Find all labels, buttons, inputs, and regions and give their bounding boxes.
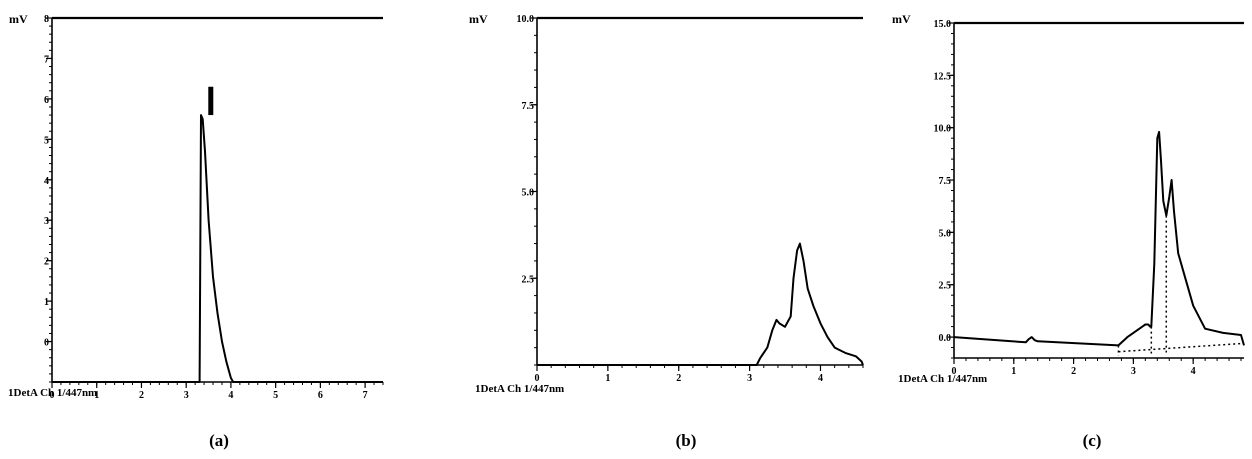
panel-label: (c) bbox=[1083, 431, 1102, 450]
y-tick-label: 2 bbox=[44, 257, 49, 268]
panel-label: (b) bbox=[676, 431, 697, 450]
y-tick-label: 5.0 bbox=[939, 228, 952, 239]
x-axis-label: 1DetA Ch 1/447nm bbox=[8, 387, 97, 399]
x-tick-label: 0 bbox=[50, 390, 55, 401]
y-tick-label: 7 bbox=[44, 54, 49, 65]
x-tick-label: 2 bbox=[676, 373, 681, 384]
panel-label: (a) bbox=[209, 431, 229, 450]
y-tick-label: 7.5 bbox=[522, 101, 535, 112]
x-axis-label: 1DetA Ch 1/447nm bbox=[898, 373, 987, 385]
x-tick-label: 3 bbox=[1131, 366, 1136, 377]
x-tick-label: 1 bbox=[605, 373, 610, 384]
x-tick-label: 2 bbox=[1071, 366, 1076, 377]
x-tick-label: 7 bbox=[363, 390, 368, 401]
y-axis-label: mV bbox=[469, 12, 488, 26]
peak-marker bbox=[208, 86, 214, 116]
x-axis-label: 1DetA Ch 1/447nm bbox=[475, 383, 564, 395]
y-tick-label: 0.0 bbox=[939, 333, 952, 344]
x-tick-label: 5 bbox=[273, 390, 278, 401]
y-tick-label: 7.5 bbox=[939, 176, 952, 187]
series-line bbox=[537, 242, 864, 366]
x-tick-label: 1 bbox=[94, 390, 99, 401]
x-tick-label: 3 bbox=[747, 373, 752, 384]
chart-panel-a: 0 1 2 3 4 5 6 7 0 1 2 3 4 5 6 7 8 mV 1DetA Ch 1/447nm (a) bbox=[8, 12, 384, 450]
x-tick-label: 4 bbox=[1191, 366, 1196, 377]
x-tick-label: 3 bbox=[184, 390, 189, 401]
baseline-dotted bbox=[1118, 342, 1245, 353]
y-tick-label: 5 bbox=[44, 135, 49, 146]
y-tick-label: 10.0 bbox=[934, 124, 952, 135]
y-tick-label: 8 bbox=[44, 14, 49, 25]
chart-panel-c: 0 1 2 3 4 0.0 2.5 5.0 7.5 10.0 12.5 15.0 mV 1DetA Ch … bbox=[892, 12, 1245, 450]
y-tick-label: 10.0 bbox=[517, 14, 535, 25]
x-tick-label: 2 bbox=[139, 390, 144, 401]
x-tick-label: 0 bbox=[535, 373, 540, 384]
y-tick-label: 4 bbox=[44, 176, 49, 187]
x-tick-label: 4 bbox=[228, 390, 233, 401]
x-tick-label: 0 bbox=[952, 366, 957, 377]
chart-panel-b: 0 1 2 3 4 2.5 5.0 7.5 10.0 mV 1DetA Ch 1/447nm (b) bbox=[469, 12, 864, 450]
y-tick-label: 0 bbox=[44, 338, 49, 349]
y-tick-label: 2.5 bbox=[939, 281, 952, 292]
y-tick-label: 3 bbox=[44, 216, 49, 227]
series-line bbox=[953, 130, 1245, 347]
y-axis-label: mV bbox=[9, 12, 28, 26]
x-tick-label: 4 bbox=[818, 373, 823, 384]
y-tick-label: 12.5 bbox=[934, 71, 952, 82]
y-tick-label: 1 bbox=[44, 297, 49, 308]
series-line bbox=[52, 114, 383, 383]
y-tick-label: 6 bbox=[44, 95, 49, 106]
y-axis-label: mV bbox=[892, 12, 911, 26]
y-tick-label: 2.5 bbox=[522, 274, 535, 285]
x-tick-label: 6 bbox=[318, 390, 323, 401]
x-tick-label: 1 bbox=[1011, 366, 1016, 377]
y-tick-label: 5.0 bbox=[522, 188, 535, 199]
y-tick-label: 15.0 bbox=[934, 19, 952, 30]
